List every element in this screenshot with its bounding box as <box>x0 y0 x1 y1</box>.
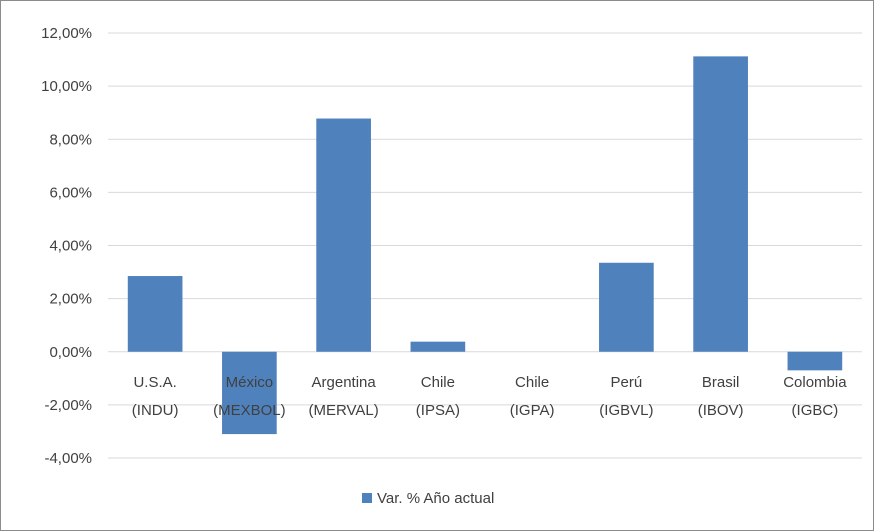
gridlines <box>108 32 862 459</box>
y-tick-label: 10,00% <box>41 78 92 95</box>
bar <box>693 56 748 352</box>
category-label: (IBOV) <box>698 402 744 419</box>
category-label: México <box>226 374 274 391</box>
bar <box>316 118 371 352</box>
category-label: (IGPA) <box>510 402 555 419</box>
legend-label: Var. % Año actual <box>377 490 494 507</box>
y-tick-label: 6,00% <box>49 184 92 201</box>
bar <box>787 351 843 371</box>
y-tick-label: 0,00% <box>49 344 92 361</box>
bar <box>127 276 183 352</box>
y-tick-label: -2,00% <box>44 397 92 414</box>
category-label: (MEXBOL) <box>213 402 286 419</box>
y-axis-tick-labels: -4,00% -2,00% 0,00% 2,00% 4,00% 6,00% 8,00% 10,… <box>41 25 92 467</box>
category-label: Argentina <box>312 374 377 391</box>
y-tick-label: 8,00% <box>49 131 92 148</box>
y-tick-label: 2,00% <box>49 291 92 308</box>
category-label: Chile <box>421 374 455 391</box>
y-tick-label: 4,00% <box>49 238 92 255</box>
bars <box>127 56 843 435</box>
category-label: Colombia <box>783 374 847 391</box>
category-label: U.S.A. <box>133 374 176 391</box>
category-label: Brasil <box>702 374 740 391</box>
legend-swatch <box>362 493 372 503</box>
category-label: (IGBC) <box>792 402 839 419</box>
bar <box>222 351 277 435</box>
x-axis-category-labels: U.S.A. (INDU) México (MEXBOL) Argentina (MERV… <box>132 374 847 419</box>
category-label: (IPSA) <box>416 402 460 419</box>
y-tick-label: 12,00% <box>41 25 92 42</box>
category-label: Perú <box>611 374 643 391</box>
bar <box>599 262 654 352</box>
y-tick-label: -4,00% <box>44 450 92 467</box>
bar <box>410 341 466 352</box>
category-label: (INDU) <box>132 402 179 419</box>
category-label: (IGBVL) <box>599 402 653 419</box>
category-label: Chile <box>515 374 549 391</box>
legend: Var. % Año actual <box>362 490 494 507</box>
category-label: (MERVAL) <box>308 402 378 419</box>
